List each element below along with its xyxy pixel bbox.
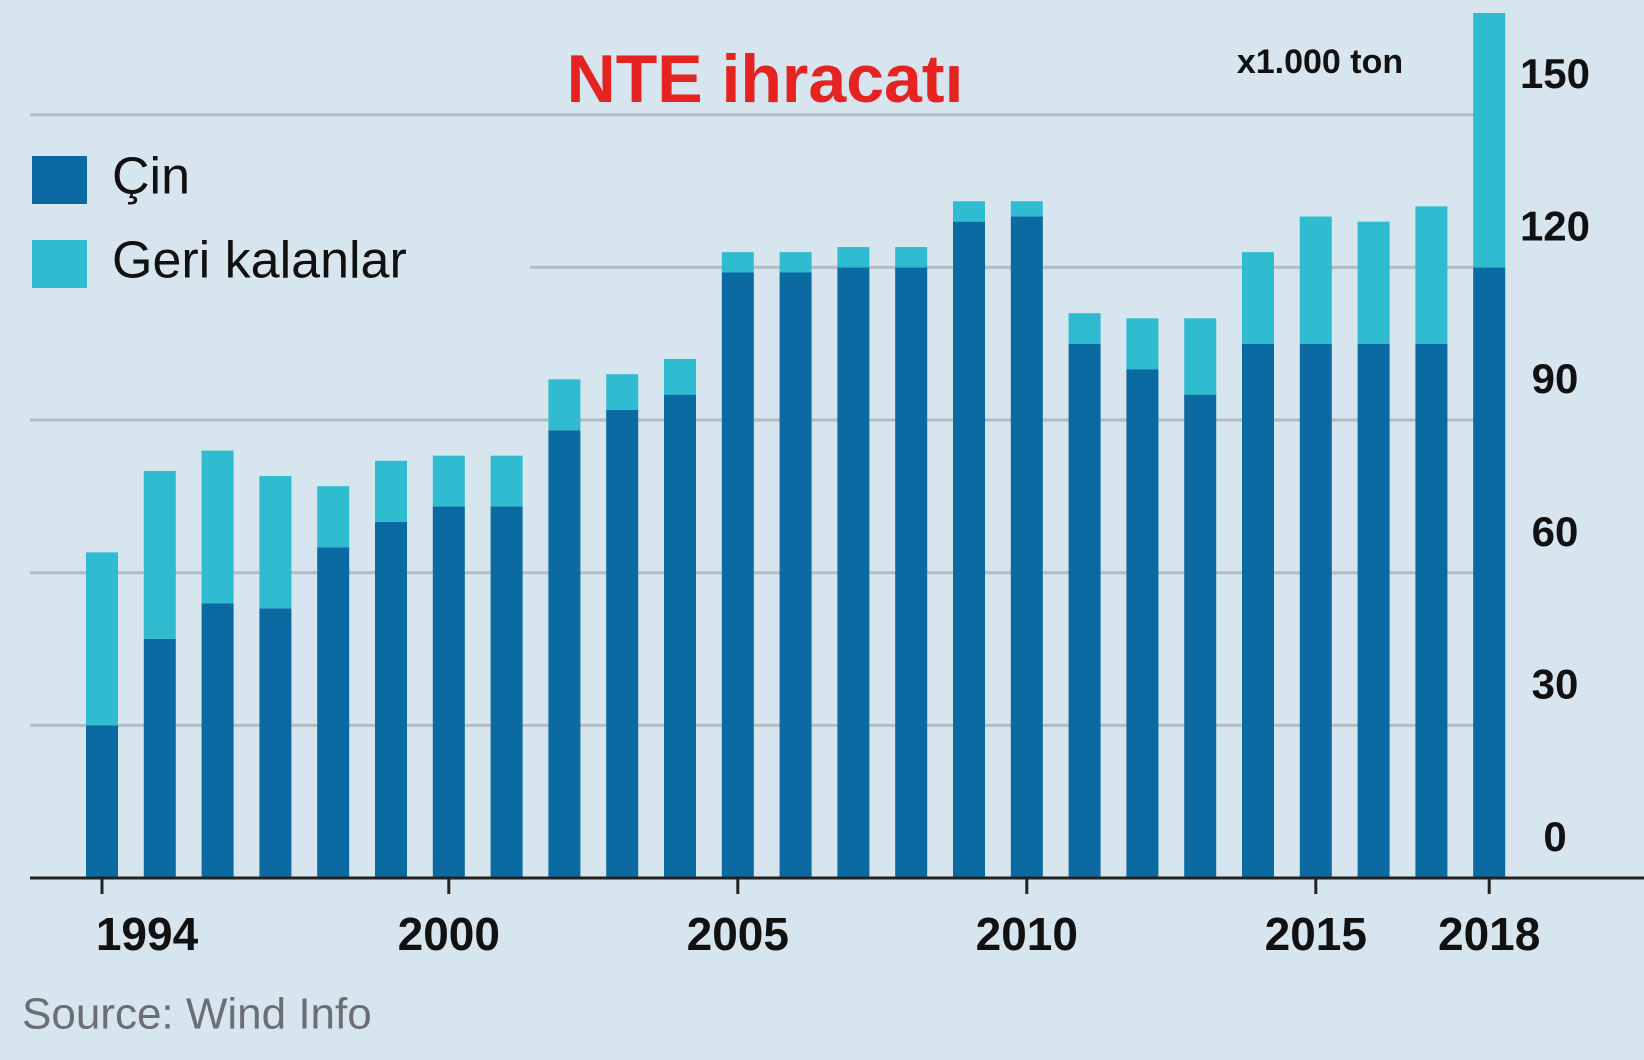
bar-segment: [837, 247, 870, 268]
bar-segment: [953, 221, 985, 878]
bar-segment: [1184, 318, 1217, 395]
bar-segment: [606, 409, 639, 878]
x-tick-label: 2005: [687, 908, 789, 960]
bar-segment: [1126, 369, 1159, 878]
bar-segment: [375, 460, 407, 522]
unit-label: x1.000 ton: [1237, 43, 1403, 81]
bar-segment: [837, 267, 870, 879]
bar-segment: [259, 476, 292, 609]
bar-segment: [490, 455, 523, 507]
bar-segment: [1357, 221, 1390, 344]
y-tick-label: 150: [1520, 50, 1590, 97]
bar-segment: [1357, 343, 1390, 878]
x-tick-label: 2015: [1265, 908, 1367, 960]
x-tick-label: 2010: [976, 908, 1078, 960]
bar-segment: [1415, 206, 1448, 344]
bar-segment: [1242, 252, 1274, 344]
bar-segment: [1473, 13, 1506, 268]
bar-segment: [548, 430, 581, 878]
bar-segment: [432, 455, 465, 507]
bar-segment: [1068, 343, 1101, 878]
bar-segment: [664, 359, 696, 395]
bar-segment: [664, 394, 696, 878]
bar-segment: [201, 450, 234, 604]
bar-segment: [490, 506, 523, 878]
bar-segment: [86, 725, 118, 878]
legend-label: Geri kalanlar: [112, 232, 407, 290]
legend-bg: [20, 135, 530, 310]
bar-segment: [1299, 216, 1332, 344]
bar-segment: [721, 272, 754, 878]
bar-segment: [432, 506, 465, 878]
y-tick-label: 120: [1520, 203, 1590, 250]
bar-segment: [606, 374, 639, 410]
y-tick-label: 30: [1532, 660, 1579, 707]
legend-swatch: [32, 156, 87, 204]
bar-segment: [1242, 343, 1274, 878]
x-tick-label: 2018: [1438, 908, 1540, 960]
bar-segment: [1415, 343, 1448, 878]
bar-segment: [375, 521, 407, 878]
bar-segment: [1010, 201, 1043, 217]
bar-segment: [779, 252, 812, 273]
x-tick-label: 1994: [96, 908, 199, 960]
bar-segment: [143, 470, 176, 639]
bar-segment: [895, 247, 928, 268]
bar-segment: [721, 252, 754, 273]
bar-segment: [1010, 216, 1043, 878]
bar-segment: [1068, 313, 1101, 344]
bar-segment: [895, 267, 928, 879]
bar-segment: [143, 638, 176, 878]
legend-swatch: [32, 240, 87, 288]
bar-segment: [1126, 318, 1159, 370]
bar-segment: [86, 552, 118, 726]
bar-segment: [1473, 267, 1506, 879]
legend-label: Çin: [112, 148, 190, 206]
bar-segment: [317, 547, 350, 878]
y-tick-label: 90: [1532, 355, 1579, 402]
chart-title: NTE ihracatı: [567, 41, 964, 117]
bar-segment: [779, 272, 812, 878]
bar-segment: [317, 486, 350, 548]
bar-segment: [1184, 394, 1217, 878]
y-tick-label: 0: [1543, 813, 1566, 860]
bar-segment: [1299, 343, 1332, 878]
source: Source: Wind Info: [22, 990, 372, 1039]
bar-segment: [259, 608, 292, 878]
bar-segment: [953, 201, 985, 222]
x-tick-label: 2000: [398, 908, 500, 960]
bar-segment: [548, 379, 581, 431]
y-tick-label: 60: [1532, 508, 1579, 555]
bar-segment: [201, 603, 234, 878]
